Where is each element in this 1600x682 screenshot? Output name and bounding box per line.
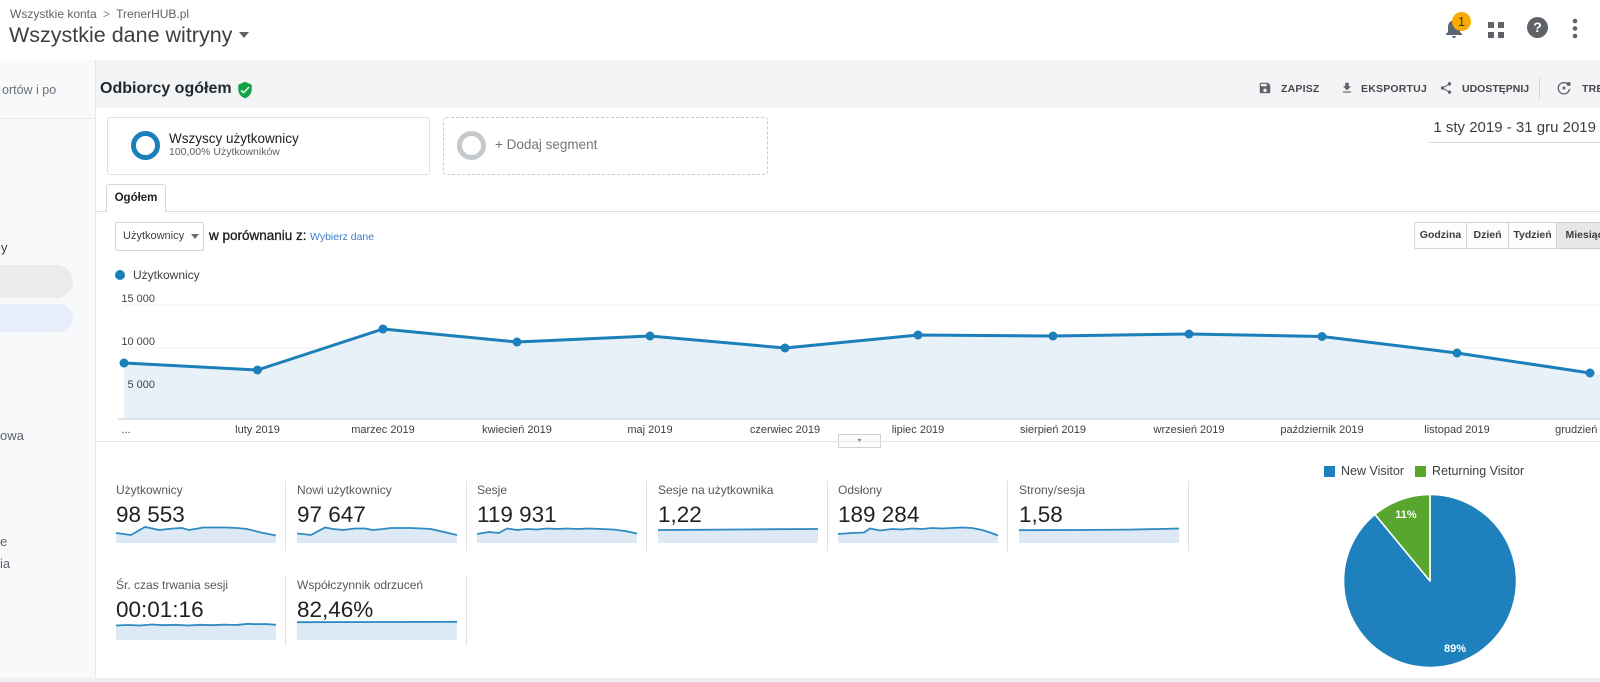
svg-text:...: ... (121, 424, 130, 436)
svg-text:lipiec 2019: lipiec 2019 (892, 424, 945, 436)
svg-text:15 000: 15 000 (121, 293, 155, 305)
svg-text:marzec 2019: marzec 2019 (351, 424, 415, 436)
svg-text:sierpień 2019: sierpień 2019 (1020, 424, 1086, 436)
svg-text:grudzień 2019: grudzień 2019 (1555, 424, 1600, 436)
svg-text:kwiecień 2019: kwiecień 2019 (482, 424, 552, 436)
svg-text:89%: 89% (1444, 643, 1466, 655)
svg-text:listopad 2019: listopad 2019 (1424, 424, 1489, 436)
svg-text:5 000: 5 000 (127, 379, 155, 391)
svg-text:luty 2019: luty 2019 (235, 424, 280, 436)
svg-text:maj 2019: maj 2019 (627, 424, 672, 436)
svg-text:10 000: 10 000 (121, 336, 155, 348)
svg-text:październik 2019: październik 2019 (1280, 424, 1363, 436)
svg-text:11%: 11% (1395, 509, 1417, 521)
svg-text:wrzesień 2019: wrzesień 2019 (1153, 424, 1225, 436)
svg-text:czerwiec 2019: czerwiec 2019 (750, 424, 820, 436)
